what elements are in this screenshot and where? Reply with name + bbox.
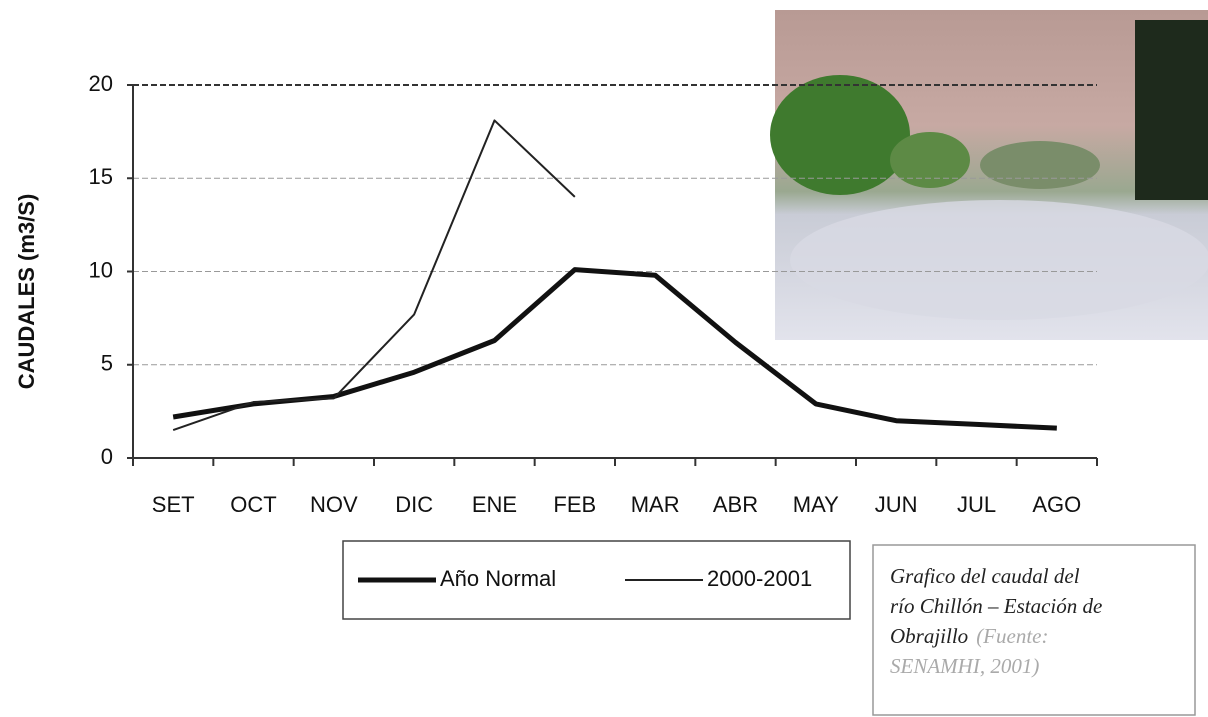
x-tick-label: SET bbox=[152, 492, 195, 517]
y-tick-label: 0 bbox=[101, 444, 113, 469]
caption-line: río Chillón – Estación de bbox=[890, 594, 1102, 618]
x-tick-label: OCT bbox=[230, 492, 276, 517]
x-tick-label: NOV bbox=[310, 492, 358, 517]
y-tick-label: 5 bbox=[101, 351, 113, 376]
y-tick-label: 15 bbox=[89, 164, 113, 189]
x-tick-label: MAR bbox=[631, 492, 680, 517]
legend-label: Año Normal bbox=[440, 566, 556, 591]
legend-label: 2000-2001 bbox=[707, 566, 812, 591]
page: {"chart_data": {"type": "line", "y_label… bbox=[0, 0, 1208, 717]
caption-line: Obrajillo bbox=[890, 624, 968, 648]
x-tick-label: DIC bbox=[395, 492, 433, 517]
x-tick-label: ABR bbox=[713, 492, 758, 517]
x-tick-label: JUN bbox=[875, 492, 918, 517]
x-tick-label: MAY bbox=[793, 492, 839, 517]
y-tick-label: 20 bbox=[89, 71, 113, 96]
x-tick-label: JUL bbox=[957, 492, 996, 517]
x-tick-label: ENE bbox=[472, 492, 517, 517]
y-tick-label: 10 bbox=[89, 257, 113, 282]
x-tick-label: FEB bbox=[553, 492, 596, 517]
caption-source: SENAMHI, 2001) bbox=[890, 654, 1039, 678]
photo bbox=[770, 10, 1208, 340]
y-axis-label: CAUDALES (m3/S) bbox=[14, 194, 39, 390]
caption-line: Grafico del caudal del bbox=[890, 564, 1080, 588]
x-tick-label: AGO bbox=[1032, 492, 1081, 517]
caption-source: (Fuente: bbox=[976, 624, 1048, 648]
chart: 0 5 10 15 20 SET OCT NOV DIC ENE FEB MAR ABR MAY JUN JU… bbox=[0, 0, 1208, 717]
